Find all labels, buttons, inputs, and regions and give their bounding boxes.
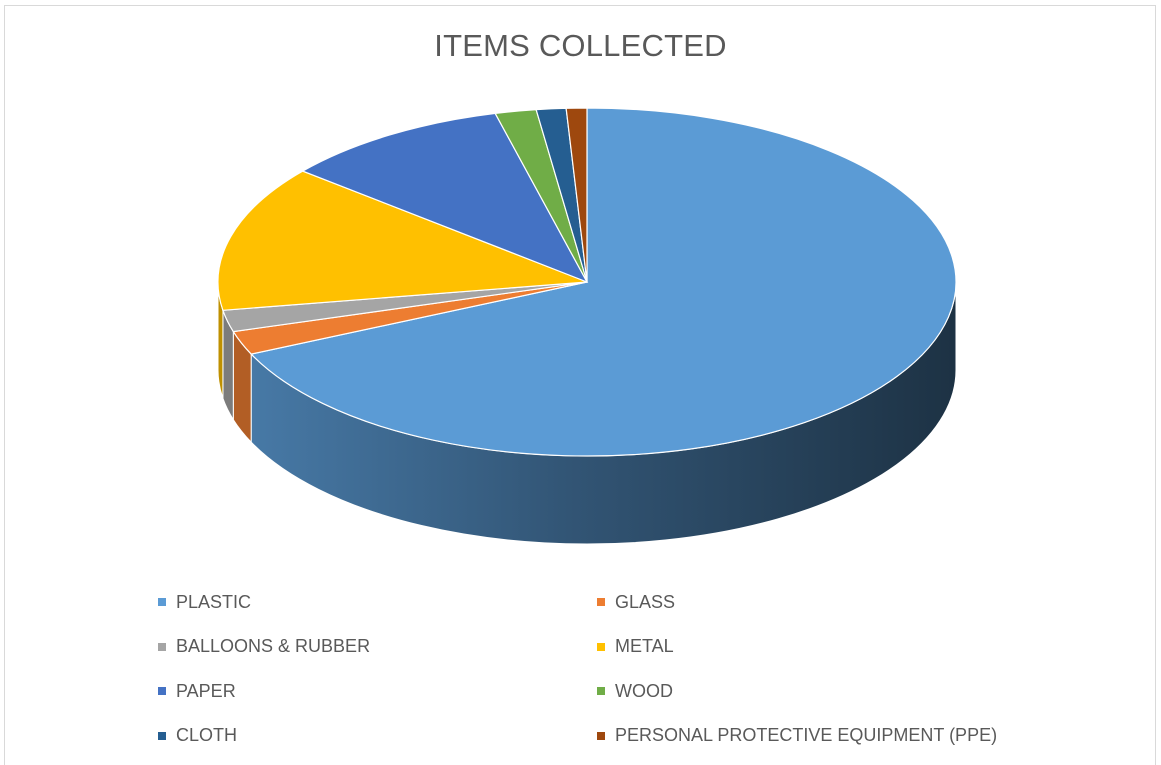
legend-swatch [158,642,166,651]
legend-label: WOOD [615,680,673,701]
legend-label: GLASS [615,591,676,612]
legend-swatch [597,731,605,740]
legend-item-wood: WOOD [597,679,673,703]
legend-label: METAL [615,636,674,656]
legend-label: PAPER [176,680,236,701]
pie-slice-personal-protective-equipment-ppe [565,107,588,283]
legend-item-plastic: PLASTIC [158,590,251,614]
legend-swatch [597,642,605,651]
pie-slice-paper [301,112,589,284]
legend-swatch [158,687,166,695]
legend-item-balloons-rubber: BALLOONS & RUBBER [158,635,370,659]
legend-label: PLASTIC [176,591,252,612]
legend-label: BALLOONS & RUBBER [176,636,371,656]
legend-item-paper: PAPER [158,679,236,703]
pie-chart [217,107,957,545]
pie-slice-plastic [249,107,957,457]
pie-slice-metal [217,170,588,311]
legend-swatch [597,598,605,606]
legend-swatch [597,687,605,695]
legend-item-cloth: CLOTH [158,724,237,748]
legend-label: CLOTH [176,725,238,745]
legend-item-glass: GLASS [597,590,675,614]
legend-swatch [158,598,166,606]
legend-swatch [158,731,166,740]
legend-item-metal: METAL [597,635,674,659]
chart-title: ITEMS COLLECTED [434,28,727,63]
legend-item-personal-protective-equipment-ppe: PERSONAL PROTECTIVE EQUIPMENT (PPE) [597,724,997,748]
legend-label: PERSONAL PROTECTIVE EQUIPMENT (PPE) [615,725,998,745]
